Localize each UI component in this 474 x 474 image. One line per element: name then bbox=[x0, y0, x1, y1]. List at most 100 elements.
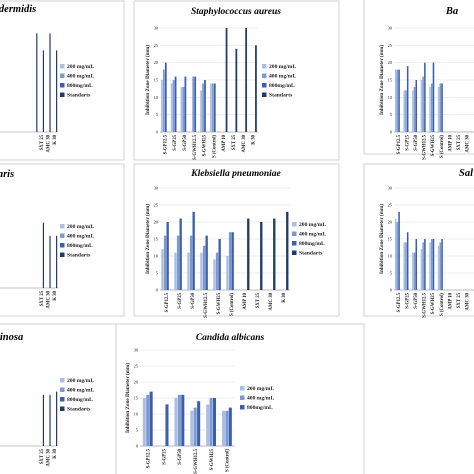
y-tick-label: 30 bbox=[154, 26, 159, 31]
bar-std-AMC-30 bbox=[49, 394, 51, 446]
bar-s800-S-GP25 bbox=[406, 232, 409, 290]
y-tick-label: 15 bbox=[134, 396, 139, 401]
bar-s800-S-GP25 bbox=[165, 404, 169, 446]
legend-swatch-std bbox=[60, 252, 65, 257]
x-tick-label: S (Control) bbox=[226, 449, 231, 472]
x-tick-label: S-GWH12.5 bbox=[194, 448, 199, 474]
legend-label-s200: 200 mg/mL bbox=[67, 378, 94, 384]
bar-std-AMP-10 bbox=[36, 33, 38, 132]
chart-panel-1: Staphylococcus aureus 0 5 10 15 20 25 30 Inhibit… bbox=[133, 0, 340, 161]
bar-s800-S-GWH12-5 bbox=[205, 235, 208, 290]
bar-s800-S-GP12-5 bbox=[149, 391, 153, 446]
bar-s200-S-GP50 bbox=[180, 86, 183, 132]
bar-s200-S-Control- bbox=[437, 245, 440, 290]
y-tick-label: 0 bbox=[136, 444, 139, 449]
bar-s800-S-Control- bbox=[441, 239, 443, 290]
bar-s400-S-Control- bbox=[439, 242, 442, 290]
x-tick-label: S-GP12.5 bbox=[397, 134, 402, 154]
x-tick-label: SXT 25 bbox=[457, 292, 462, 308]
bar-s200-S-GP12-5 bbox=[161, 249, 164, 290]
bar-s200-S-GP12-5 bbox=[142, 398, 146, 446]
bar-s400-S-Control- bbox=[225, 410, 229, 446]
legend-swatch-s200 bbox=[60, 224, 65, 229]
x-tick-label: S-GWH12.5 bbox=[423, 292, 428, 318]
y-axis-label: Inhibition Zone Diameter (mm) bbox=[378, 204, 385, 274]
bar-s400-S-GWH25 bbox=[215, 252, 219, 290]
bar-std-SXT-25 bbox=[42, 394, 45, 446]
legend-label-s400: 400 mg/mL bbox=[299, 232, 326, 238]
y-axis-label: Inhibition Zone Diameter (mm) bbox=[378, 45, 385, 115]
y-tick-label: 15 bbox=[154, 78, 159, 83]
x-tick-label: S-GP25 bbox=[178, 292, 183, 308]
y-axis-label: Inhibition Zone Diameter (mm) bbox=[124, 363, 131, 433]
bar-s400-S-Control- bbox=[211, 83, 214, 132]
bar-s800-S-GP50 bbox=[415, 80, 418, 132]
x-tick-label: S-GWH25 bbox=[203, 134, 208, 156]
y-tick-label: 20 bbox=[388, 220, 393, 225]
bar-s200-S-GP25 bbox=[170, 83, 173, 132]
legend-swatch-s800 bbox=[262, 83, 267, 88]
y-tick-label: 20 bbox=[134, 380, 139, 385]
bar-s400-S-GP12-5 bbox=[146, 394, 150, 446]
chart-title: uginosa bbox=[0, 332, 23, 343]
chart-title: Candida albicans bbox=[196, 333, 265, 343]
x-tick-label: S-GWH25 bbox=[217, 292, 222, 314]
bar-s400-S-GP25 bbox=[176, 235, 180, 290]
bar-std-K-30 bbox=[56, 235, 58, 288]
bar-s400-S-GP50 bbox=[177, 394, 181, 446]
x-tick-label: SXT 25 bbox=[256, 292, 261, 308]
legend-label-s800: 800mg/mL bbox=[299, 241, 325, 247]
bar-s400-S-GWH25 bbox=[202, 83, 204, 132]
bar-s200-S-GP25 bbox=[403, 90, 406, 132]
bar-s200-S-GP25 bbox=[174, 252, 177, 290]
x-tick-label: AMP 10 bbox=[448, 292, 453, 309]
bar-s800-S-Control- bbox=[231, 232, 234, 290]
bar-s800-S-GWH25 bbox=[204, 80, 206, 132]
legend-label-std: Standarts bbox=[67, 253, 91, 259]
y-tick-label: 30 bbox=[388, 186, 393, 191]
bar-s400-S-GWH12-5 bbox=[202, 245, 206, 290]
y-axis-label: Inhibition Zone Diameter (mm) bbox=[144, 45, 151, 115]
bar-s400-S-GP12-5 bbox=[396, 222, 399, 290]
bar-s400-S-GP25 bbox=[172, 80, 175, 132]
legend-label-s200: 200 mg/mL bbox=[299, 222, 326, 228]
chart-title: Staphylococcus aureus bbox=[191, 7, 281, 17]
y-tick-label: 5 bbox=[156, 112, 159, 117]
x-tick-label: S-GP25 bbox=[405, 292, 410, 308]
bar-s200-S-GWH12-5 bbox=[420, 249, 423, 290]
y-tick-label: 25 bbox=[388, 43, 393, 48]
y-tick-label: 10 bbox=[154, 254, 159, 259]
x-tick-label: SXT 25 bbox=[40, 290, 45, 306]
x-tick-label: S-GP25 bbox=[162, 448, 167, 464]
legend-swatch-s800 bbox=[60, 83, 65, 88]
y-tick-label: 15 bbox=[388, 78, 393, 83]
legend-label-s800: 800mg/mL bbox=[67, 243, 93, 249]
y-tick-label: 25 bbox=[388, 203, 393, 208]
bar-s200-S-GP50 bbox=[412, 90, 414, 132]
y-tick-label: 0 bbox=[390, 288, 393, 293]
bar-std-AMC-30 bbox=[49, 235, 51, 288]
legend-swatch-s800 bbox=[60, 397, 65, 402]
panel-frame bbox=[0, 0, 125, 161]
bar-std-SXT-25 bbox=[260, 222, 263, 290]
bar-s200-S-GP12-5 bbox=[160, 80, 163, 132]
y-tick-label: 5 bbox=[156, 271, 159, 276]
legend-label-s800: 800mg/mL bbox=[247, 405, 273, 411]
y-tick-label: 30 bbox=[388, 26, 393, 31]
panel-frame bbox=[363, 0, 474, 155]
legend-label-std: Standarts bbox=[67, 407, 91, 413]
bar-std-AMC-30 bbox=[245, 28, 248, 132]
x-tick-label: K 30 bbox=[252, 134, 257, 144]
x-tick-label: S (Control) bbox=[440, 135, 445, 158]
legend-swatch-s800 bbox=[240, 405, 245, 410]
bar-s200-S-Control- bbox=[209, 83, 212, 132]
x-tick-label: K 30 bbox=[53, 448, 58, 458]
bar-s200-S-GWH25 bbox=[429, 242, 431, 290]
bar-s200-S-GP50 bbox=[187, 252, 190, 290]
bar-s800-S-GP12-5 bbox=[164, 62, 167, 132]
y-tick-label: 20 bbox=[388, 60, 393, 65]
bar-s400-S-GWH12-5 bbox=[422, 76, 424, 132]
x-tick-label: S-GP50 bbox=[191, 292, 196, 308]
bar-s200-S-GP25 bbox=[403, 242, 406, 290]
